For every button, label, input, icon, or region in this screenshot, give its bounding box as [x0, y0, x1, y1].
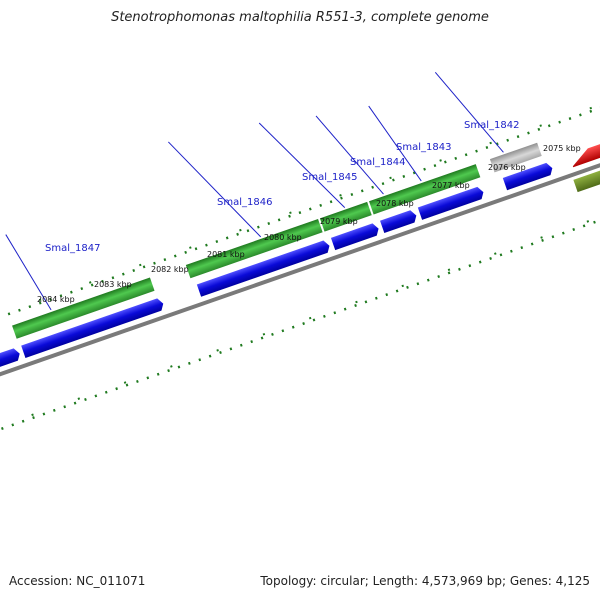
- kbp-label: 2076 kbp: [488, 163, 526, 172]
- kbp-label: 2083 kbp: [94, 280, 132, 289]
- gene-label: Smal_1843: [396, 142, 451, 153]
- kbp-label: 2079 kbp: [320, 217, 358, 226]
- kbp-label: 2082 kbp: [151, 265, 189, 274]
- map-title: Stenotrophomonas maltophilia R551-3, com…: [111, 10, 489, 25]
- cds-arrow: [502, 162, 553, 191]
- kbp-label: 2078 kbp: [376, 199, 414, 208]
- gene-label: Smal_1842: [464, 120, 519, 131]
- kbp-label: 2075 kbp: [543, 144, 581, 153]
- kbp-label: 2080 kbp: [264, 233, 302, 242]
- genome-backbone: [0, 141, 600, 389]
- kbp-label: 2081 kbp: [207, 250, 245, 259]
- gene-label-leaders: [5, 71, 504, 311]
- pseudo-gene-bar: [489, 142, 542, 173]
- genome-summary: Topology: circular; Length: 4,573,969 bp…: [260, 574, 590, 588]
- accession-label: Accession: NC_011071: [9, 574, 146, 588]
- cds-row-lower: [0, 137, 600, 378]
- cds-arrow: [380, 210, 417, 233]
- red-feature: [572, 137, 600, 168]
- gene-label: Smal_1844: [350, 157, 405, 168]
- cds-arrow: [196, 240, 330, 297]
- gene-bar: [319, 201, 372, 232]
- inner-dotted-track: [0, 191, 600, 438]
- cds-arrow: [0, 348, 20, 378]
- gene-bar: [185, 219, 323, 279]
- gene-bar: [369, 164, 481, 215]
- kbp-label: 2084 kbp: [37, 295, 75, 304]
- gene-row-upper: [12, 142, 542, 339]
- kbp-label: 2077 kbp: [432, 181, 470, 190]
- cds-arrow: [330, 223, 379, 251]
- outer-dotted-track: [0, 91, 600, 338]
- olive-feature: [573, 160, 600, 193]
- gene-label: Smal_1845: [302, 172, 357, 183]
- cds-arrow: [21, 298, 164, 358]
- cds-arrow: [417, 186, 484, 220]
- gene-label: Smal_1846: [217, 197, 272, 208]
- gene-label: Smal_1847: [45, 243, 100, 254]
- gene-bar: [12, 277, 155, 339]
